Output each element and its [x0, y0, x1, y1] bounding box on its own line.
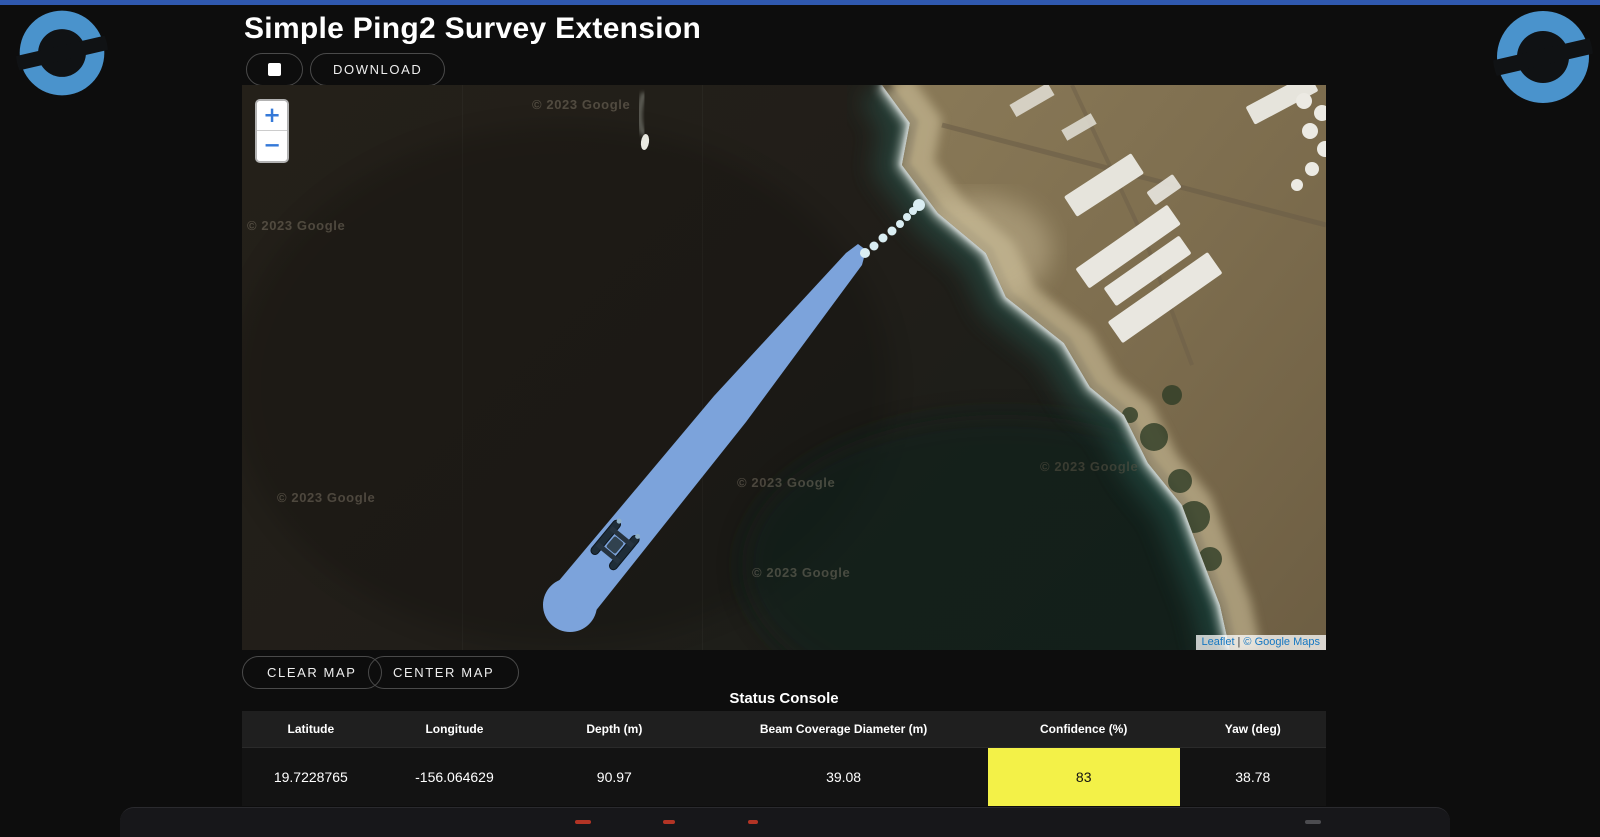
column-header-depth: Depth (m): [586, 722, 643, 736]
map-watermark: © 2023 Google: [737, 475, 836, 490]
brand-logo-icon: [1493, 11, 1593, 103]
beam-coverage-value: 39.08: [826, 769, 862, 785]
status-console-title: Status Console: [729, 690, 839, 707]
stop-button[interactable]: [246, 53, 303, 86]
map-watermark: © 2023 Google: [752, 565, 851, 580]
red-text-fragment: [575, 820, 591, 824]
surface-boat: [636, 91, 650, 150]
leaflet-link[interactable]: Leaflet: [1201, 636, 1235, 648]
shallow-coverage-chain: [860, 199, 925, 258]
map-watermark: © 2023 Google: [277, 490, 376, 505]
map-watermark: © 2023 Google: [1040, 459, 1139, 474]
depth-value: 90.97: [596, 769, 632, 785]
longitude-value: -156.064629: [415, 769, 494, 785]
red-text-fragment: [748, 820, 758, 824]
ocean-shadow: [242, 125, 892, 645]
column-header-latitude: Latitude: [287, 722, 335, 736]
red-text-fragment: [663, 820, 675, 824]
stop-icon: [268, 63, 281, 76]
status-table: Latitude Longitude Depth (m) Beam Covera…: [242, 711, 1326, 806]
survey-map[interactable]: © 2023 Google © 2023 Google © 2023 Googl…: [242, 85, 1326, 650]
vehicle-icon: [590, 518, 641, 571]
google-maps-link[interactable]: © Google Maps: [1243, 636, 1320, 648]
status-table-data-row: 19.7228765 -156.064629 90.97 39.08 83 38…: [242, 747, 1326, 806]
yaw-value: 38.78: [1235, 769, 1271, 785]
column-header-beam-coverage: Beam Coverage Diameter (m): [759, 722, 928, 736]
bottom-cropped-window: [120, 807, 1450, 837]
column-header-longitude: Longitude: [425, 722, 484, 736]
map-imagery: [242, 85, 1326, 650]
land-mass: [882, 85, 1326, 650]
latitude-value: 19.7228765: [273, 769, 348, 785]
confidence-value: 83: [987, 748, 1180, 806]
buildings: [1076, 174, 1222, 343]
attribution-separator: |: [1237, 636, 1241, 648]
column-header-confidence: Confidence (%): [1040, 722, 1128, 736]
storage-tanks: [1291, 93, 1326, 191]
clear-map-button[interactable]: CLEAR MAP: [242, 656, 382, 689]
center-map-button[interactable]: CENTER MAP: [368, 656, 520, 689]
top-accent-bar: [0, 0, 1600, 5]
zoom-out-button[interactable]: −: [257, 131, 287, 161]
survey-track: [543, 199, 925, 632]
download-button[interactable]: DOWNLOAD: [310, 53, 446, 86]
map-watermark: © 2023 Google: [247, 218, 346, 233]
status-table-header-row: Latitude Longitude Depth (m) Beam Covera…: [242, 711, 1326, 747]
map-watermark: © 2023 Google: [532, 97, 631, 112]
column-header-yaw: Yaw (deg): [1224, 722, 1281, 736]
zoom-in-button[interactable]: +: [257, 101, 287, 131]
grey-text-fragment: [1305, 820, 1321, 824]
brand-logo-icon: [16, 10, 108, 96]
page-title: Simple Ping2 Survey Extension: [244, 12, 702, 45]
map-attribution: Leaflet | © Google Maps: [1195, 635, 1326, 650]
map-zoom-control: + −: [255, 99, 289, 163]
coverage-swath: [552, 244, 866, 618]
